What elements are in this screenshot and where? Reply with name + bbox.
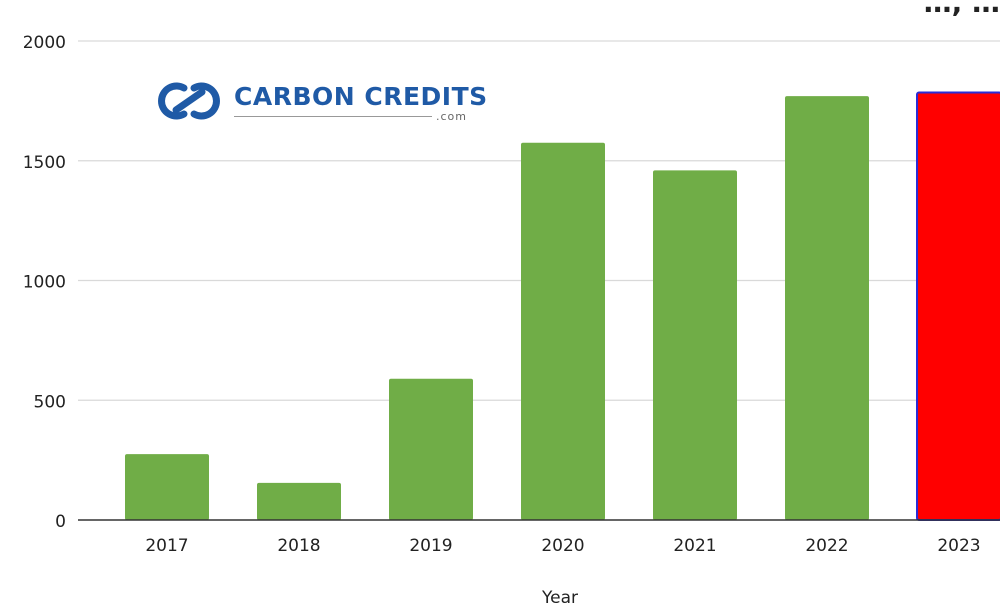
x-tick-label-2020: 2020 xyxy=(541,536,584,556)
tick-labels: 0 500 1000 1500 2000 2017 2018 2019 2020 2021 2022… xyxy=(23,33,981,556)
bars xyxy=(125,91,1000,521)
x-tick-label-2019: 2019 xyxy=(409,536,452,556)
bar-2018 xyxy=(257,482,341,520)
bar-2019 xyxy=(389,378,473,520)
logo-underline xyxy=(234,116,432,117)
y-tick-label-1500: 1500 xyxy=(23,153,66,173)
x-tick-label-2018: 2018 xyxy=(277,536,320,556)
linked-rings-logo-icon xyxy=(158,82,220,120)
x-tick-label-2021: 2021 xyxy=(673,536,716,556)
x-tick-label-2023: 2023 xyxy=(937,536,980,556)
x-axis-title: Year xyxy=(542,588,578,608)
x-tick-label-2017: 2017 xyxy=(145,536,188,556)
logo-wordmark: CARBON CREDITS xyxy=(234,82,488,111)
carbon-credits-logo: CARBON CREDITS .com xyxy=(154,74,487,128)
logo-domain: .com xyxy=(436,110,467,123)
y-tick-label-0: 0 xyxy=(55,512,66,532)
y-tick-label-1000: 1000 xyxy=(23,273,66,293)
bar-2020 xyxy=(521,142,605,520)
bar-2023 xyxy=(916,91,1000,521)
bar-2021 xyxy=(653,170,737,520)
y-tick-label-500: 500 xyxy=(34,392,66,412)
y-tick-label-2000: 2000 xyxy=(23,33,66,53)
x-tick-label-2022: 2022 xyxy=(805,536,848,556)
bar-2017 xyxy=(125,454,209,520)
bar-2022 xyxy=(785,96,869,521)
chart-title: …, … xyxy=(923,0,1000,19)
